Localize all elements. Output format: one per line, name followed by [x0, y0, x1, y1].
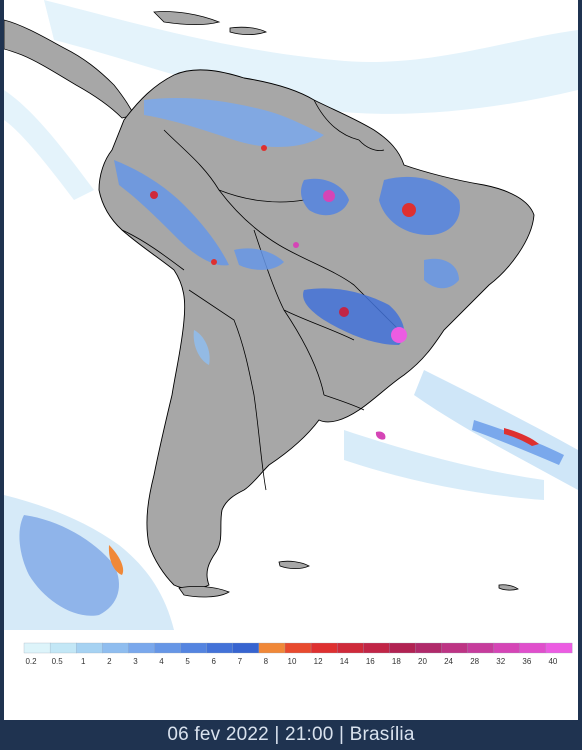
legend-swatch [258, 642, 286, 654]
rain-core-pacific [108, 545, 124, 575]
legend-tick-label: 40 [548, 657, 557, 666]
legend-tick-label: 6 [211, 657, 216, 666]
legend-swatch [180, 642, 208, 654]
border-amazon-divide [163, 129, 400, 331]
land-rain-cores [150, 145, 416, 343]
legend-labels: 0.2 0.5 1 2 3 4 5 6 7 8 10 12 14 16 18 20 24 28 32 36 40 [25, 657, 557, 666]
rain-core-colombia [150, 191, 158, 199]
rain-area-minas [424, 258, 459, 289]
legend-swatch [545, 642, 573, 654]
rain-area-chile-central [193, 330, 210, 365]
rain-core-peru [211, 259, 217, 265]
rain-core-rondonia [293, 242, 299, 248]
legend-swatch [467, 642, 495, 654]
legend-tick-label: 32 [496, 657, 505, 666]
legend-tick-label: 3 [133, 657, 138, 666]
legend-swatch [441, 642, 469, 654]
legend-swatch [415, 642, 442, 654]
border-paraguay-argentina [283, 309, 325, 396]
rain-area-southeast-brazil [303, 288, 405, 345]
legend-swatch [363, 642, 390, 654]
rain-area-amazon-north [144, 98, 324, 147]
legend-tick-label: 7 [238, 657, 243, 666]
rain-cell-pacific [19, 515, 119, 616]
precipitation-legend: 0.2 0.5 1 2 3 4 5 6 7 8 10 12 14 16 18 20 24 28 32 36 40 [23, 642, 573, 666]
rain-band-north [44, 0, 578, 114]
rain-core-venezuela [261, 145, 267, 151]
legend-tick-label: 20 [418, 657, 427, 666]
rain-core-sao-paulo [391, 327, 407, 343]
timestamp-label: 06 fev 2022 | 21:00 | Brasília [167, 724, 415, 745]
legend-swatch [154, 642, 182, 654]
rain-core-parana [339, 307, 349, 317]
border-guianas [358, 139, 385, 151]
legend-swatch [389, 642, 416, 654]
legend-swatch [23, 642, 51, 654]
rain-core-northeast [402, 203, 416, 217]
legend-tick-label: 14 [340, 657, 349, 666]
legend-tick-label: 4 [159, 657, 164, 666]
legend-tick-label: 8 [264, 657, 269, 666]
legend-swatch [232, 642, 260, 654]
caribbean-island-hispaniola [229, 26, 267, 36]
rain-core-southeast [504, 428, 539, 446]
tierra-del-fuego [178, 585, 230, 598]
legend-swatch [336, 642, 364, 654]
legend-swatch [310, 642, 338, 654]
legend-tick-label: 18 [392, 657, 401, 666]
legend-panel: 0.2 0.5 1 2 3 4 5 6 7 8 10 12 14 16 18 20 24 28 32 36 40 [4, 630, 578, 720]
rain-band-core-southeast [472, 420, 564, 465]
legend-swatch [49, 642, 77, 654]
border-chile-argentina-north [188, 289, 267, 491]
legend-swatches [23, 642, 573, 654]
legend-swatch [102, 642, 129, 654]
rain-area-bolivia [234, 248, 284, 270]
precipitation-map [4, 0, 578, 630]
border-uruguay [323, 394, 365, 411]
footer-bar: 06 fev 2022 | 21:00 | Brasília [0, 720, 582, 750]
legend-tick-label: 16 [366, 657, 375, 666]
border-venezuela-guyana [313, 99, 360, 141]
legend-tick-label: 2 [107, 657, 112, 666]
legend-tick-label: 0.5 [52, 657, 64, 666]
legend-swatch [206, 642, 234, 654]
legend-tick-label: 0.2 [25, 657, 37, 666]
legend-swatch [493, 642, 521, 654]
legend-tick-label: 10 [288, 657, 297, 666]
map-canvas [4, 0, 578, 630]
rain-area-andes-north [114, 160, 229, 266]
legend-tick-label: 28 [470, 657, 479, 666]
legend-tick-label: 24 [444, 657, 453, 666]
caribbean-island-cuba [153, 11, 221, 26]
legend-swatch [519, 642, 547, 654]
legend-swatch [76, 642, 103, 654]
border-peru-ecuador [121, 229, 185, 271]
legend-tick-label: 12 [314, 657, 323, 666]
south-georgia-island [498, 584, 519, 591]
rain-band-south-atlantic [344, 430, 544, 500]
country-borders [121, 99, 400, 491]
legend-tick-label: 5 [185, 657, 190, 666]
central-america [4, 11, 267, 119]
legend-swatch [128, 642, 155, 654]
legend-swatch [284, 642, 312, 654]
ocean-rain-bands [4, 0, 578, 630]
legend-tick-label: 36 [522, 657, 531, 666]
rain-core-atlantic [375, 431, 386, 440]
rain-area-northeast-brazil [379, 176, 460, 235]
rain-band-northwest [4, 90, 94, 200]
falkland-islands [278, 560, 310, 570]
rain-core-amazon [323, 190, 335, 202]
border-colombia-brazil [218, 189, 305, 203]
land-rain-cells [114, 98, 460, 365]
legend-tick-label: 1 [81, 657, 86, 666]
